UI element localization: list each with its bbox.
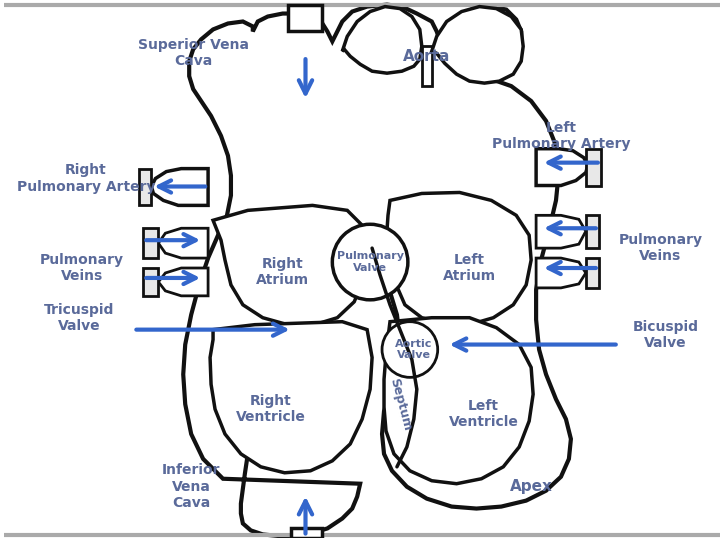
Polygon shape (151, 168, 208, 205)
Polygon shape (586, 258, 599, 288)
Text: Left
Ventricle: Left Ventricle (449, 399, 518, 429)
Text: Pulmonary
Veins: Pulmonary Veins (618, 233, 702, 263)
Text: Septum: Septum (387, 376, 413, 432)
Circle shape (333, 224, 408, 300)
Polygon shape (183, 5, 571, 536)
Text: Pulmonary
Veins: Pulmonary Veins (40, 253, 124, 283)
Text: Right
Ventricle: Right Ventricle (235, 394, 306, 424)
Text: Right
Pulmonary Artery: Right Pulmonary Artery (17, 164, 155, 194)
Text: Aortic
Valve: Aortic Valve (395, 339, 433, 360)
Circle shape (382, 322, 438, 377)
Polygon shape (422, 46, 432, 86)
Polygon shape (384, 318, 533, 484)
Text: Left
Pulmonary Artery: Left Pulmonary Artery (492, 121, 630, 151)
Polygon shape (536, 258, 586, 288)
Polygon shape (586, 148, 600, 186)
Text: Inferior
Vena
Cava: Inferior Vena Cava (162, 463, 220, 510)
Polygon shape (158, 228, 208, 258)
Polygon shape (536, 148, 588, 186)
Polygon shape (143, 268, 158, 296)
Polygon shape (387, 192, 531, 325)
Text: Left
Atrium: Left Atrium (443, 253, 496, 283)
Text: Right
Atrium: Right Atrium (256, 257, 309, 287)
Polygon shape (586, 215, 599, 248)
Polygon shape (158, 268, 208, 296)
Text: Pulmonary
Valve: Pulmonary Valve (337, 251, 404, 273)
Polygon shape (342, 6, 422, 73)
Text: Bicuspid
Valve: Bicuspid Valve (632, 320, 698, 350)
Polygon shape (287, 5, 323, 31)
Polygon shape (291, 529, 323, 538)
Text: Aorta: Aorta (403, 49, 451, 64)
Polygon shape (143, 228, 158, 258)
Polygon shape (432, 6, 523, 83)
Text: Tricuspid
Valve: Tricuspid Valve (44, 302, 114, 333)
Polygon shape (213, 205, 367, 325)
Text: Apex: Apex (510, 479, 552, 494)
Polygon shape (138, 168, 151, 205)
Text: Superior Vena
Cava: Superior Vena Cava (138, 38, 248, 69)
Polygon shape (210, 322, 372, 473)
Polygon shape (536, 215, 586, 248)
